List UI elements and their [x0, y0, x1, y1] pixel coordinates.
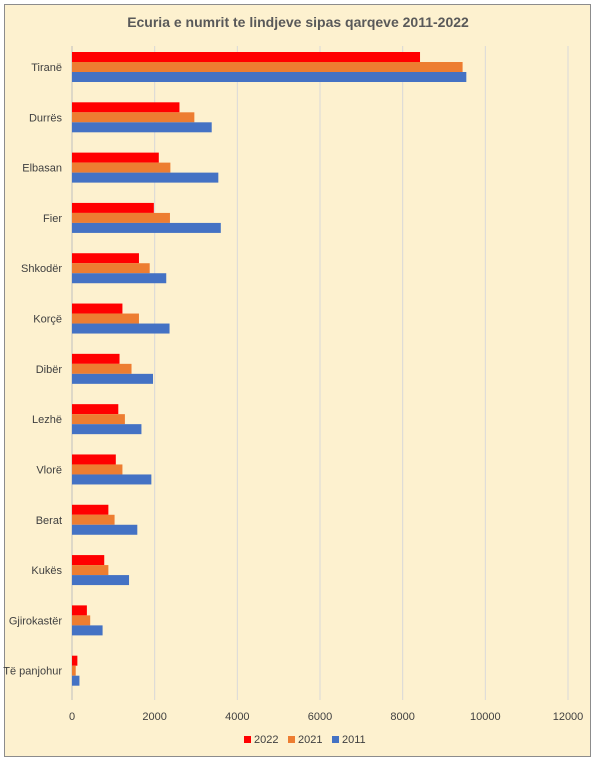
bar-2021	[72, 414, 125, 425]
bar-2011	[72, 323, 170, 334]
x-tick-label: 12000	[553, 711, 584, 723]
bar-2022	[72, 303, 123, 314]
legend-swatch-2021	[288, 736, 295, 743]
bar-2021	[72, 514, 115, 525]
bar-2021	[72, 112, 195, 123]
bar-2011	[72, 424, 142, 435]
legend-label: 2011	[342, 734, 366, 746]
bar-2021	[72, 263, 150, 274]
category-label: Lezhë	[32, 414, 62, 426]
bar-2011	[72, 373, 154, 384]
category-label: Të panjohur	[3, 666, 62, 678]
category-label: Korçë	[33, 314, 62, 326]
x-tick-label: 2000	[142, 711, 166, 723]
category-label: Fier	[43, 213, 62, 225]
category-labels: Tiranë Durrës Elbasan Fier Shkodër Korçë Dibër…	[3, 62, 62, 678]
category-label: Tiranë	[31, 62, 62, 74]
legend-label: 2022	[254, 734, 278, 746]
bar-2022	[72, 555, 105, 566]
category-label: Shkodër	[21, 263, 62, 275]
gridlines	[71, 46, 569, 700]
bar-2021	[72, 212, 170, 223]
bar-2021	[72, 162, 171, 173]
bar-2011	[72, 273, 167, 284]
chart-title: Ecuria e numrit te lindjeve sipas qarqev…	[127, 14, 469, 30]
legend-swatch-2022	[244, 736, 251, 743]
category-label: Durrës	[29, 112, 63, 124]
x-tick-label: 10000	[470, 711, 501, 723]
bar-2022	[72, 504, 109, 515]
bar-2021	[72, 313, 139, 324]
bar-2022	[72, 605, 87, 616]
bar-2022	[72, 353, 120, 364]
bar-2021	[72, 464, 123, 475]
bars-group	[72, 52, 467, 686]
bar-2011	[72, 172, 219, 183]
bar-2022	[72, 655, 78, 666]
x-tick-label: 4000	[225, 711, 249, 723]
x-tick-label: 6000	[308, 711, 332, 723]
legend-label: 2021	[298, 734, 322, 746]
bar-2011	[72, 474, 152, 485]
bar-2022	[72, 152, 159, 163]
x-tick-label: 0	[69, 711, 75, 723]
x-tick-labels: 0 2000 4000 6000 8000 10000 12000	[69, 711, 583, 723]
category-label: Elbasan	[22, 163, 62, 175]
bar-2011	[72, 575, 130, 586]
bar-2021	[72, 363, 132, 374]
bar-2011	[72, 222, 221, 233]
legend-swatch-2011	[332, 736, 339, 743]
bar-2022	[72, 253, 139, 264]
bar-2022	[72, 404, 119, 415]
bar-2011	[72, 524, 138, 535]
bar-2021	[72, 665, 76, 676]
category-label: Kukës	[31, 565, 62, 577]
category-label: Gjirokastër	[9, 615, 63, 627]
bar-2022	[72, 52, 421, 62]
category-label: Berat	[36, 515, 62, 527]
bar-2022	[72, 454, 116, 465]
bar-2021	[72, 565, 109, 576]
bar-2011	[72, 72, 467, 82]
bar-2022	[72, 202, 154, 213]
bar-2011	[72, 625, 103, 636]
bar-2022	[72, 102, 180, 113]
bar-2021	[72, 615, 91, 626]
legend: 2022 2021 2011	[244, 734, 366, 746]
bar-2021	[72, 62, 463, 72]
bar-2011	[72, 675, 80, 686]
bar-2011	[72, 122, 212, 133]
category-label: Dibër	[36, 364, 63, 376]
category-label: Vlorë	[36, 464, 62, 476]
x-tick-label: 8000	[390, 711, 414, 723]
